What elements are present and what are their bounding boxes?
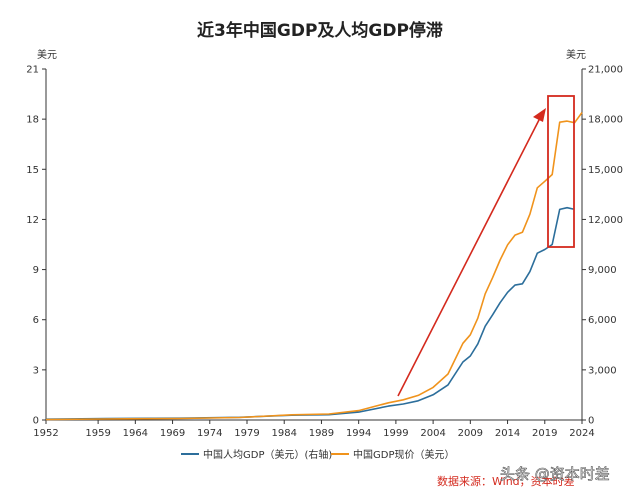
right-tick-label: 6,000 xyxy=(588,315,617,326)
source-annotation: 数据来源：Wind，资本时差 xyxy=(437,474,575,488)
x-tick-label: 2019 xyxy=(532,428,557,439)
watermark: 头条 @资本时差 xyxy=(500,465,610,483)
series-lines xyxy=(45,112,583,421)
left-tick-label: 21 xyxy=(26,65,39,76)
right-axis-unit: 美元 xyxy=(566,48,586,61)
right-tick-label: 21,000 xyxy=(588,65,623,76)
legend-label-1: 中国GDP现价（美元） xyxy=(353,448,454,461)
left-tick-label: 6 xyxy=(33,315,39,326)
left-tick-label: 3 xyxy=(33,365,39,376)
axes xyxy=(45,69,583,421)
x-tick-label: 1964 xyxy=(123,428,148,439)
left-tick-label: 18 xyxy=(26,115,39,126)
right-tick-label: 18,000 xyxy=(588,115,623,126)
right-tick-label: 9,000 xyxy=(588,265,617,276)
x-tick-label: 1974 xyxy=(197,428,222,439)
legend-label-0: 中国人均GDP（美元）(右轴) xyxy=(203,448,332,461)
right-tick-label: 12,000 xyxy=(588,215,623,226)
x-tick-label: 1999 xyxy=(383,428,408,439)
x-tick-label: 2004 xyxy=(420,428,445,439)
left-tick-label: 15 xyxy=(26,165,39,176)
x-tick-label: 1969 xyxy=(160,428,185,439)
series-line-1 xyxy=(45,112,583,421)
x-axis-ticks: 1952 1959 1964 1969 1974 1979 1984 1989 1994 1999… xyxy=(33,420,595,439)
x-tick-label: 2014 xyxy=(495,428,520,439)
x-tick-label: 1989 xyxy=(309,428,334,439)
legend: 中国人均GDP（美元）(右轴) 中国GDP现价（美元） xyxy=(181,448,454,461)
x-tick-label: 1959 xyxy=(85,428,110,439)
left-axis-ticks: 0 3 6 9 12 15 18 21 xyxy=(26,65,46,427)
right-tick-label: 3,000 xyxy=(588,365,617,376)
right-tick-label: 15,000 xyxy=(588,165,623,176)
x-tick-label: 1952 xyxy=(33,428,58,439)
left-axis-unit: 美元 xyxy=(37,48,57,61)
trend-arrow-head xyxy=(533,108,546,122)
left-tick-label: 0 xyxy=(33,416,39,427)
highlight-box xyxy=(547,95,575,248)
right-tick-label: 0 xyxy=(588,416,594,427)
left-tick-label: 12 xyxy=(26,215,39,226)
x-tick-label: 1984 xyxy=(271,428,296,439)
right-axis-ticks: 0 3,000 6,000 9,000 12,000 15,000 18,000 21,000 xyxy=(582,65,623,427)
series-line-0 xyxy=(45,206,575,420)
x-tick-label: 1979 xyxy=(234,428,259,439)
chart-title: 近3年中国GDP及人均GDP停滞 xyxy=(197,20,443,41)
x-tick-label: 2024 xyxy=(569,428,594,439)
trend-arrow xyxy=(397,117,541,397)
x-tick-label: 2009 xyxy=(458,428,483,439)
left-tick-label: 9 xyxy=(33,265,39,276)
x-tick-label: 1994 xyxy=(346,428,371,439)
